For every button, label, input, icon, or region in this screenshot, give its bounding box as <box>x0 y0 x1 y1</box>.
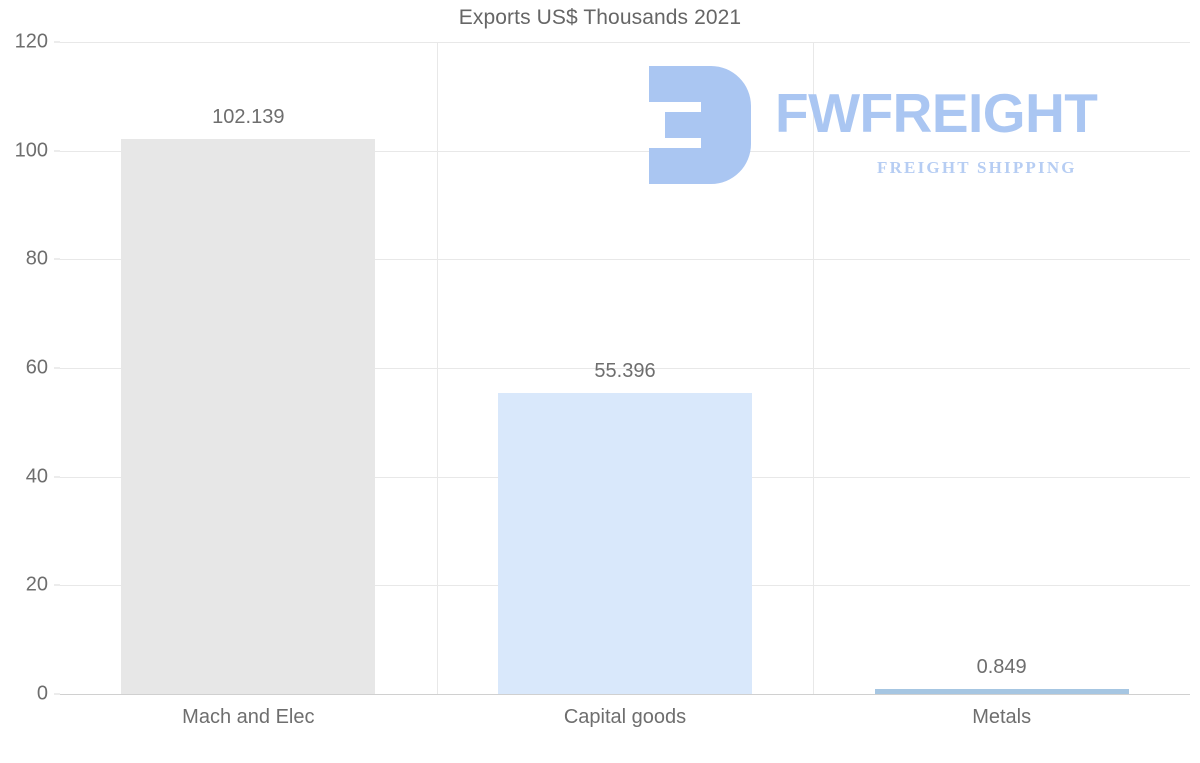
gridline-vertical <box>436 42 438 694</box>
y-axis-tick-label: 40 <box>25 465 48 488</box>
y-axis-tick-mark <box>54 693 60 695</box>
bar[interactable] <box>121 139 376 694</box>
y-axis-tick-mark <box>54 41 60 43</box>
y-axis-tick-label: 100 <box>14 139 48 162</box>
bar[interactable] <box>497 393 753 694</box>
x-axis-category-label: Metals <box>972 706 1032 728</box>
bar-value-label: 0.849 <box>976 656 1027 679</box>
chart-title: Exports US$ Thousands 2021 <box>458 6 742 29</box>
plot-area <box>60 42 1190 695</box>
y-axis-tick-label: 80 <box>25 247 48 270</box>
y-axis-tick-mark <box>54 150 60 152</box>
bar[interactable] <box>874 689 1129 694</box>
y-axis-tick-label: 20 <box>25 573 48 596</box>
gridline-horizontal <box>60 42 1190 43</box>
y-axis-tick-mark <box>54 584 60 586</box>
gridline-horizontal <box>60 368 1190 369</box>
y-axis-tick-label: 0 <box>36 682 48 705</box>
y-axis-tick-mark <box>54 476 60 478</box>
x-axis-category-label: Mach and Elec <box>182 706 315 728</box>
gridline-horizontal <box>60 150 1190 152</box>
bar-value-label: 102.139 <box>212 106 285 129</box>
bar-value-label: 55.396 <box>594 360 656 382</box>
y-axis-tick-mark <box>54 367 60 369</box>
y-axis-tick-label: 60 <box>25 356 48 379</box>
x-axis-category-label: Capital goods <box>563 706 687 728</box>
y-axis-tick-label: 120 <box>14 30 48 53</box>
gridline-horizontal <box>60 694 1190 695</box>
y-axis-tick-mark <box>54 258 60 260</box>
gridline-horizontal <box>60 259 1190 261</box>
gridline-vertical <box>813 42 815 694</box>
